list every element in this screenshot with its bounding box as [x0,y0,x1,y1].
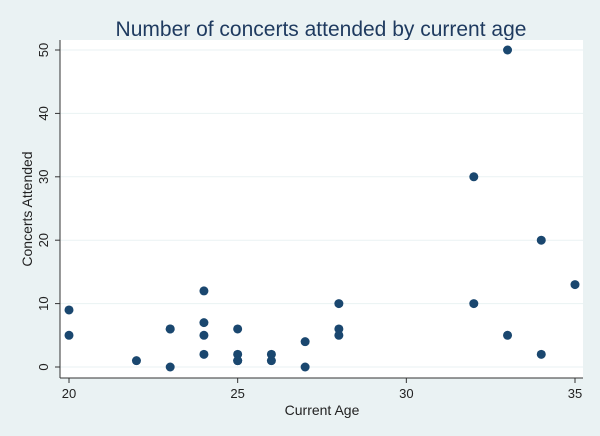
data-point [334,299,344,309]
y-tick-label: 50 [36,43,51,57]
chart-title: Number of concerts attended by current a… [116,18,527,41]
data-point [266,356,276,366]
plot-area [60,40,583,378]
data-point [334,330,344,340]
y-axis-label: Concerts Attended [19,151,35,266]
data-point [469,172,479,182]
data-point [334,324,344,334]
data-point [233,349,243,359]
y-tick-label: 40 [36,106,51,120]
data-point [469,299,479,309]
data-point [233,324,243,334]
data-point [165,362,175,372]
y-tick-label: 10 [36,296,51,310]
x-tick-label: 35 [568,386,582,401]
y-tick-label: 20 [36,233,51,247]
data-point [536,349,546,359]
data-point [199,330,209,340]
x-tick-label: 20 [62,386,76,401]
data-point [536,235,546,245]
data-point [233,356,243,366]
data-point [266,349,276,359]
data-point [131,356,141,366]
data-point [300,337,310,347]
grid [60,49,583,368]
y-tick-label: 30 [36,170,51,184]
data-point [503,45,513,55]
x-tick-label: 25 [230,386,244,401]
data-point [199,349,209,359]
x-axis-ticks: 20 25 30 35 [62,378,582,401]
x-tick-label: 30 [399,386,413,401]
data-point [300,362,310,372]
data-points [64,45,580,372]
x-axis-label: Current Age [285,402,360,418]
data-point [199,318,209,328]
data-point [503,330,513,340]
data-point [64,305,74,315]
data-point [64,330,74,340]
data-point [165,324,175,334]
data-point [199,286,209,296]
y-axis-ticks: 0 10 20 30 40 50 [36,43,60,371]
data-point [570,280,580,290]
y-tick-label: 0 [36,363,51,370]
